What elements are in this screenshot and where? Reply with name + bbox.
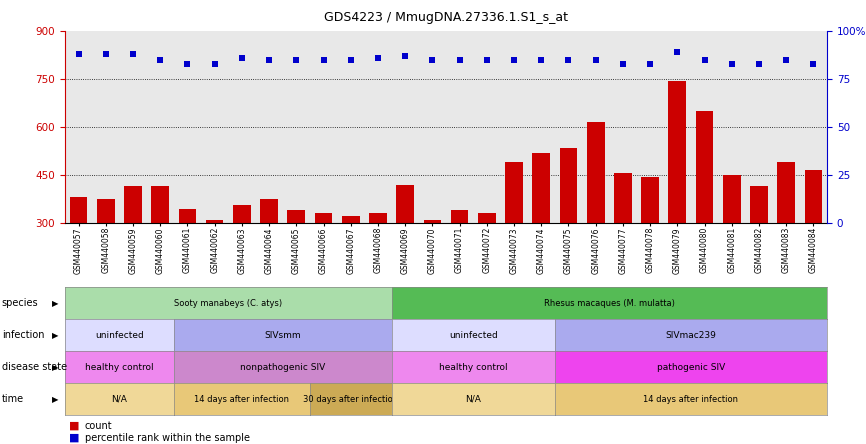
Text: ▶: ▶ <box>52 363 59 372</box>
Point <box>344 56 358 63</box>
Text: uninfected: uninfected <box>449 331 498 340</box>
Point <box>752 60 766 67</box>
Text: SIVmac239: SIVmac239 <box>665 331 716 340</box>
Text: nonpathogenic SIV: nonpathogenic SIV <box>240 363 326 372</box>
Bar <box>505 162 523 223</box>
Point <box>507 56 521 63</box>
Bar <box>152 186 169 223</box>
Point <box>99 51 113 58</box>
Text: 14 days after infection: 14 days after infection <box>643 395 739 404</box>
Point <box>371 54 385 61</box>
Bar <box>178 209 197 223</box>
Bar <box>206 220 223 223</box>
Point <box>725 60 739 67</box>
Text: disease state: disease state <box>2 362 67 372</box>
Bar <box>69 197 87 223</box>
Point <box>589 56 603 63</box>
Bar <box>723 175 740 223</box>
Bar <box>641 177 659 223</box>
Point <box>453 56 467 63</box>
Bar <box>288 210 305 223</box>
Bar <box>423 220 441 223</box>
Text: 14 days after infection: 14 days after infection <box>194 395 289 404</box>
Bar <box>805 170 822 223</box>
Text: Rhesus macaques (M. mulatta): Rhesus macaques (M. mulatta) <box>544 299 675 308</box>
Text: infection: infection <box>2 330 44 340</box>
Bar <box>342 217 359 223</box>
Point <box>289 56 303 63</box>
Bar <box>97 199 114 223</box>
Point <box>180 60 194 67</box>
Bar <box>450 210 469 223</box>
Text: species: species <box>2 298 38 308</box>
Bar <box>778 162 795 223</box>
Text: healthy control: healthy control <box>85 363 153 372</box>
Text: ■: ■ <box>69 420 80 431</box>
Text: ▶: ▶ <box>52 299 59 308</box>
Text: ▶: ▶ <box>52 395 59 404</box>
Bar <box>397 185 414 223</box>
Bar <box>669 81 686 223</box>
Text: count: count <box>85 420 113 431</box>
Point <box>698 56 712 63</box>
Bar <box>750 186 768 223</box>
Point <box>643 60 657 67</box>
Text: N/A: N/A <box>465 395 481 404</box>
Bar <box>559 148 578 223</box>
Bar <box>260 199 278 223</box>
Point <box>235 54 249 61</box>
Text: pathogenic SIV: pathogenic SIV <box>656 363 725 372</box>
Text: time: time <box>2 394 24 404</box>
Text: Sooty manabeys (C. atys): Sooty manabeys (C. atys) <box>174 299 282 308</box>
Point <box>670 49 684 56</box>
Text: ▶: ▶ <box>52 331 59 340</box>
Bar <box>233 205 251 223</box>
Point <box>480 56 494 63</box>
Text: percentile rank within the sample: percentile rank within the sample <box>85 433 250 443</box>
Bar <box>314 213 333 223</box>
Bar <box>533 153 550 223</box>
Bar <box>695 111 714 223</box>
Text: SIVsmm: SIVsmm <box>264 331 301 340</box>
Point <box>153 56 167 63</box>
Text: 30 days after infection: 30 days after infection <box>303 395 398 404</box>
Bar <box>614 173 631 223</box>
Text: ■: ■ <box>69 433 80 443</box>
Text: uninfected: uninfected <box>95 331 144 340</box>
Point <box>398 52 412 59</box>
Point <box>425 56 439 63</box>
Point <box>779 56 793 63</box>
Point <box>806 60 820 67</box>
Point <box>561 56 575 63</box>
Text: N/A: N/A <box>112 395 127 404</box>
Bar <box>369 213 387 223</box>
Text: GDS4223 / MmugDNA.27336.1.S1_s_at: GDS4223 / MmugDNA.27336.1.S1_s_at <box>324 11 568 24</box>
Point <box>616 60 630 67</box>
Bar <box>478 213 495 223</box>
Point <box>208 60 222 67</box>
Point <box>317 56 331 63</box>
Bar <box>124 186 142 223</box>
Point <box>126 51 140 58</box>
Text: healthy control: healthy control <box>439 363 507 372</box>
Point <box>72 51 86 58</box>
Bar <box>587 122 604 223</box>
Point <box>262 56 276 63</box>
Point <box>534 56 548 63</box>
